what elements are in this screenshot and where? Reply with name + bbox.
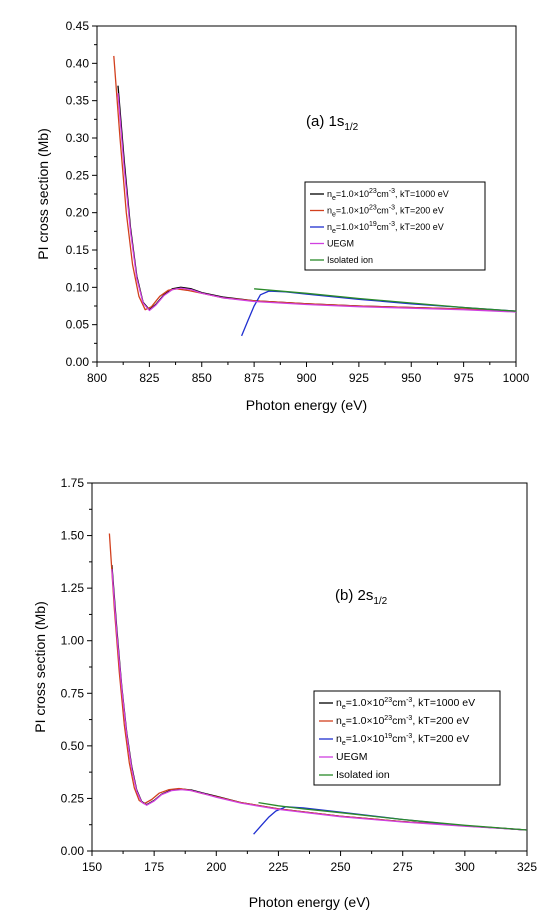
y-tick-label: 0.45 bbox=[66, 19, 90, 33]
y-tick-label: 0.50 bbox=[61, 739, 85, 753]
y-tick-label: 0.35 bbox=[66, 94, 90, 108]
x-tick-label: 200 bbox=[206, 860, 226, 874]
series-line-2 bbox=[108, 533, 528, 831]
legend-entry: ne=1.0×1023cm-3, kT=200 eV bbox=[327, 205, 444, 219]
y-tick-label: 0.20 bbox=[66, 206, 90, 220]
x-axis-label: Photon energy (eV) bbox=[249, 894, 370, 910]
chart-panel-a: 800 825 850 875 900 925 950 975 1000 0.00 0.05 0.10… bbox=[35, 19, 530, 413]
y-axis-label: PI cross section (Mb) bbox=[32, 601, 48, 732]
x-tick-label: 275 bbox=[393, 860, 413, 874]
panel-label: (a) 1s1/2 bbox=[306, 113, 359, 133]
y-tick-label: 0.25 bbox=[66, 168, 90, 182]
series-line-4 bbox=[117, 93, 517, 313]
y-tick-label: 0.10 bbox=[66, 280, 90, 294]
y-tick-label: 1.25 bbox=[61, 581, 85, 595]
y-tick-label: 0.00 bbox=[66, 355, 90, 369]
x-tick-label: 1000 bbox=[503, 371, 530, 385]
x-tick-label: 975 bbox=[454, 371, 474, 385]
x-axis-label: Photon energy (eV) bbox=[246, 397, 367, 413]
y-tick-label: 0.25 bbox=[61, 791, 85, 805]
y-tick-label: 0.15 bbox=[66, 243, 90, 257]
y-tick-label: 0.05 bbox=[66, 318, 90, 332]
legend-entry: UEGM bbox=[327, 239, 354, 249]
chart-panel-b: 150 175 200 225 250 275 300 325 0.00 0.25 0.50 0.75… bbox=[0, 458, 550, 916]
chart-a-svg: 800 825 850 875 900 925 950 975 1000 0.00 0.05 0.10… bbox=[35, 19, 530, 413]
x-tick-label: 850 bbox=[192, 371, 212, 385]
y-tick-label: 0.00 bbox=[61, 844, 85, 858]
legend-entry: ne=1.0×1019cm-3, kT=200 eV bbox=[327, 221, 444, 235]
x-tick-label: 825 bbox=[139, 371, 159, 385]
panel-label: (b) 2s1/2 bbox=[335, 587, 388, 607]
x-tick-label: 325 bbox=[517, 860, 537, 874]
x-tick-label: 950 bbox=[401, 371, 421, 385]
y-tick-label: 0.75 bbox=[61, 686, 85, 700]
series-line-3 bbox=[240, 290, 517, 337]
series-line-5 bbox=[258, 801, 528, 831]
x-tick-label: 225 bbox=[268, 860, 288, 874]
legend-entry: ne=1.0×1023cm-3, kT=1000 eV bbox=[327, 188, 449, 202]
x-tick-label: 800 bbox=[87, 371, 107, 385]
x-tick-label: 175 bbox=[144, 860, 164, 874]
legend-entry: ne=1.0×1019cm-3, kT=200 eV bbox=[336, 733, 469, 747]
x-tick-label: 250 bbox=[331, 860, 351, 874]
series-line-5 bbox=[254, 288, 517, 312]
legend-entry: UEGM bbox=[336, 751, 368, 763]
y-tick-label: 0.40 bbox=[66, 56, 90, 70]
x-tick-label: 150 bbox=[82, 860, 102, 874]
plot-frame bbox=[91, 482, 528, 852]
legend-box bbox=[304, 181, 486, 271]
legend-entry: ne=1.0×1023cm-3, kT=200 eV bbox=[336, 715, 469, 729]
legend-box bbox=[313, 690, 501, 786]
y-tick-label: 1.00 bbox=[61, 634, 85, 648]
x-tick-label: 875 bbox=[244, 371, 264, 385]
x-tick-label: 925 bbox=[349, 371, 369, 385]
y-tick-label: 1.50 bbox=[61, 529, 85, 543]
x-tick-label: 900 bbox=[296, 371, 316, 385]
legend-entry: Isolated ion bbox=[336, 769, 390, 781]
y-axis-label: PI cross section (Mb) bbox=[35, 128, 51, 259]
y-tick-label: 0.30 bbox=[66, 131, 90, 145]
x-tick-label: 300 bbox=[455, 860, 475, 874]
legend-entry: Isolated ion bbox=[327, 255, 373, 265]
chart-b-svg: 150 175 200 225 250 275 300 325 0.00 0.25 0.50 0.75… bbox=[32, 476, 537, 910]
y-tick-label: 1.75 bbox=[61, 476, 85, 490]
legend-entry: ne=1.0×1023cm-3, kT=1000 eV bbox=[336, 697, 475, 711]
series-line-4 bbox=[111, 569, 528, 831]
